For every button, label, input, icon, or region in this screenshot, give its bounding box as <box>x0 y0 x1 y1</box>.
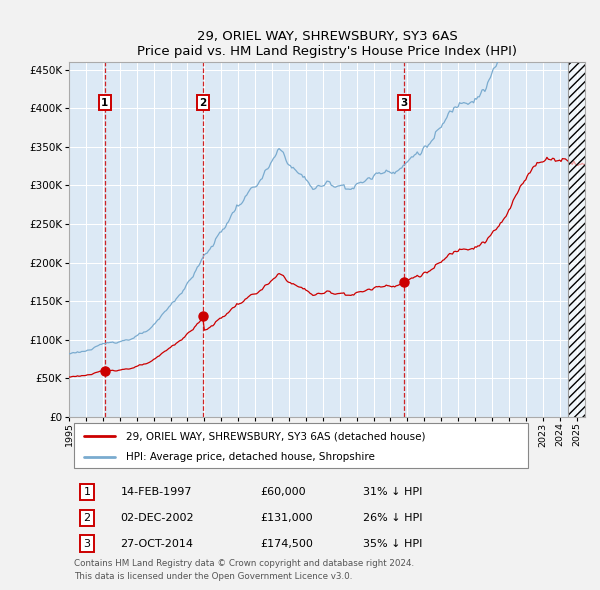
Text: 1: 1 <box>101 98 109 108</box>
Bar <box>74 423 528 468</box>
Bar <box>568 62 585 417</box>
Text: £174,500: £174,500 <box>260 539 313 549</box>
Text: 14-FEB-1997: 14-FEB-1997 <box>121 487 192 497</box>
Text: £131,000: £131,000 <box>260 513 313 523</box>
Text: 02-DEC-2002: 02-DEC-2002 <box>121 513 194 523</box>
Text: Contains HM Land Registry data © Crown copyright and database right 2024.: Contains HM Land Registry data © Crown c… <box>74 559 414 568</box>
Text: HPI: Average price, detached house, Shropshire: HPI: Average price, detached house, Shro… <box>126 452 374 462</box>
Title: 29, ORIEL WAY, SHREWSBURY, SY3 6AS
Price paid vs. HM Land Registry's House Price: 29, ORIEL WAY, SHREWSBURY, SY3 6AS Price… <box>137 30 517 58</box>
Text: 3: 3 <box>401 98 408 108</box>
Text: 26% ↓ HPI: 26% ↓ HPI <box>363 513 422 523</box>
Text: £60,000: £60,000 <box>260 487 305 497</box>
Text: 29, ORIEL WAY, SHREWSBURY, SY3 6AS (detached house): 29, ORIEL WAY, SHREWSBURY, SY3 6AS (deta… <box>126 431 425 441</box>
Text: This data is licensed under the Open Government Licence v3.0.: This data is licensed under the Open Gov… <box>74 572 353 581</box>
Text: 3: 3 <box>83 539 91 549</box>
Text: 1: 1 <box>83 487 91 497</box>
Text: 2: 2 <box>83 513 91 523</box>
Text: 2: 2 <box>199 98 206 108</box>
Text: 31% ↓ HPI: 31% ↓ HPI <box>363 487 422 497</box>
Text: 27-OCT-2014: 27-OCT-2014 <box>121 539 194 549</box>
Text: 35% ↓ HPI: 35% ↓ HPI <box>363 539 422 549</box>
Bar <box>568 62 585 417</box>
